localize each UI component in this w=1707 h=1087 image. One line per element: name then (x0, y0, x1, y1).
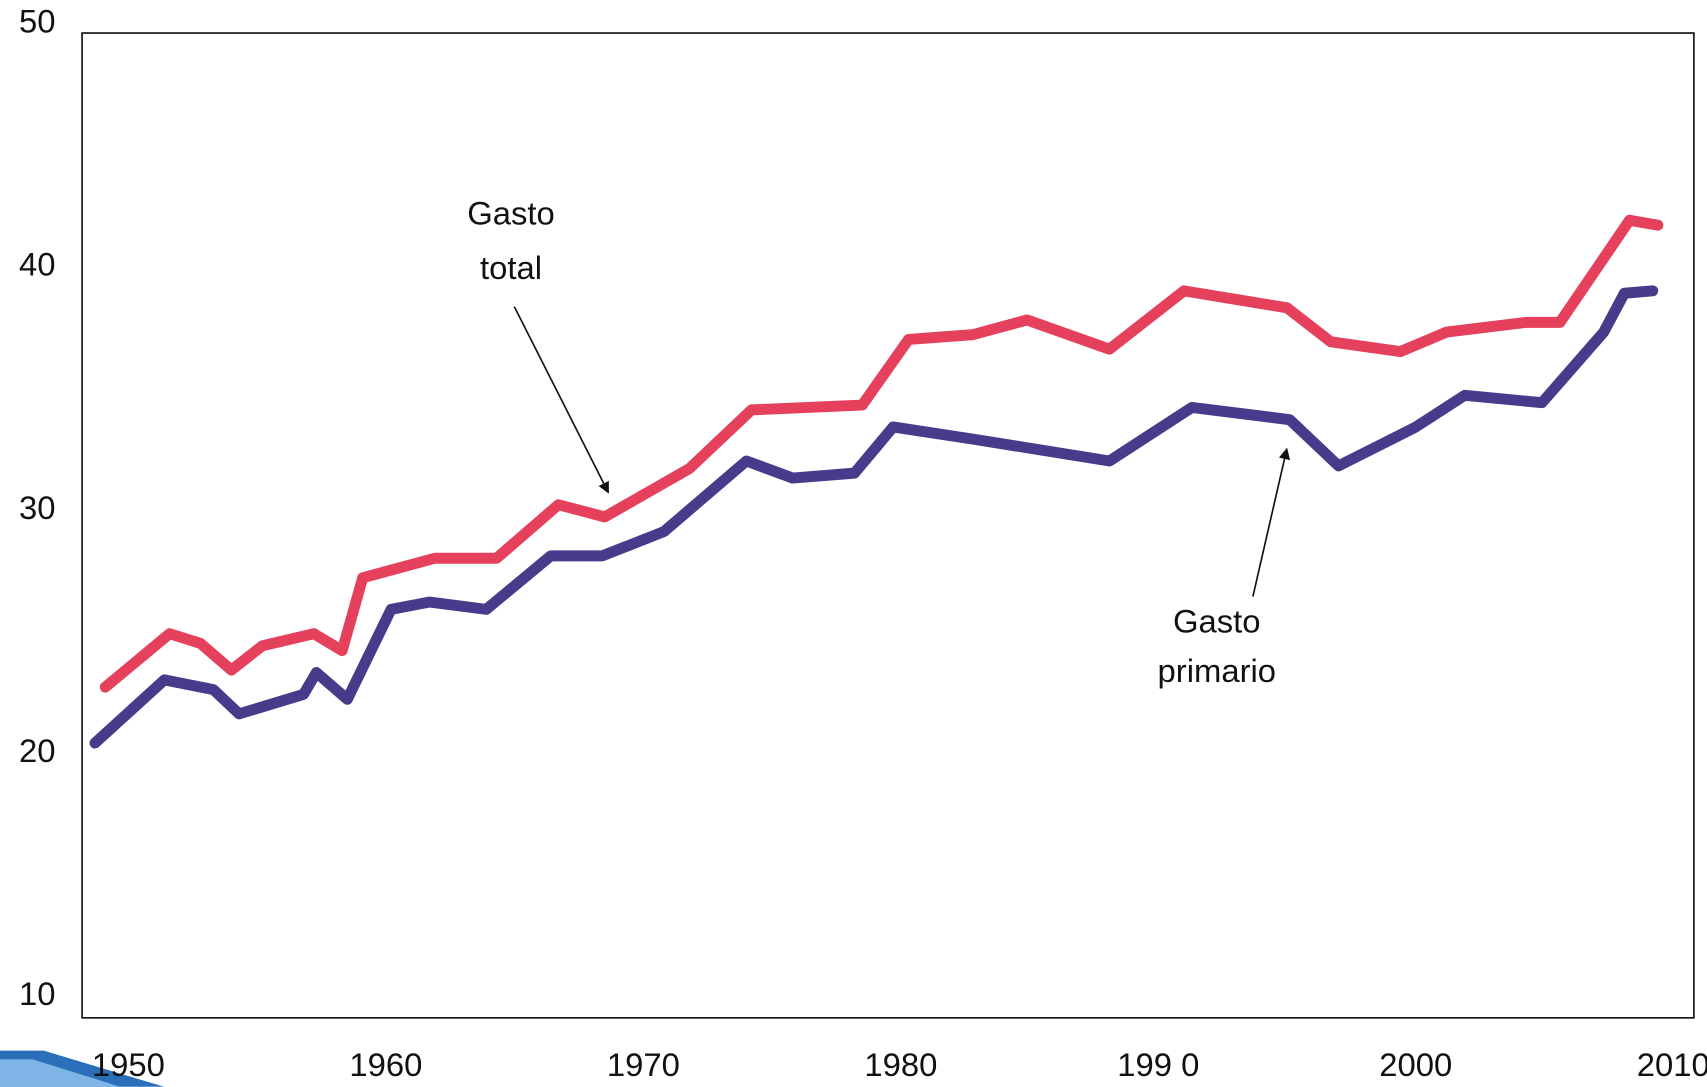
y-tick-label: 40 (19, 246, 56, 283)
y-tick-label: 30 (19, 489, 56, 526)
annotation-arrow (1252, 447, 1291, 597)
annotation-line: Gasto (467, 194, 555, 231)
annotation-line: primario (1158, 652, 1277, 689)
annotation-arrow (513, 306, 610, 494)
series-line (99, 214, 1664, 693)
x-tick-label: 1980 (864, 1046, 937, 1083)
y-tick-label: 20 (19, 732, 56, 769)
x-tick-label: 199 0 (1117, 1046, 1199, 1083)
annotation-line: total (480, 249, 542, 286)
y-tick-label: 50 (19, 2, 56, 39)
x-tick-label: 1960 (349, 1046, 422, 1083)
logo-shape-light (0, 1059, 121, 1087)
annotation-line: Gasto (1173, 603, 1261, 640)
x-tick-label: 2010 (1637, 1046, 1707, 1083)
x-tick-label: 1970 (607, 1046, 680, 1083)
y-tick-label: 10 (19, 975, 56, 1012)
x-tick-label: 2000 (1379, 1046, 1452, 1083)
plot-frame (81, 32, 1695, 1019)
x-tick-label: 1950 (92, 1046, 165, 1083)
series-line (89, 285, 1659, 749)
